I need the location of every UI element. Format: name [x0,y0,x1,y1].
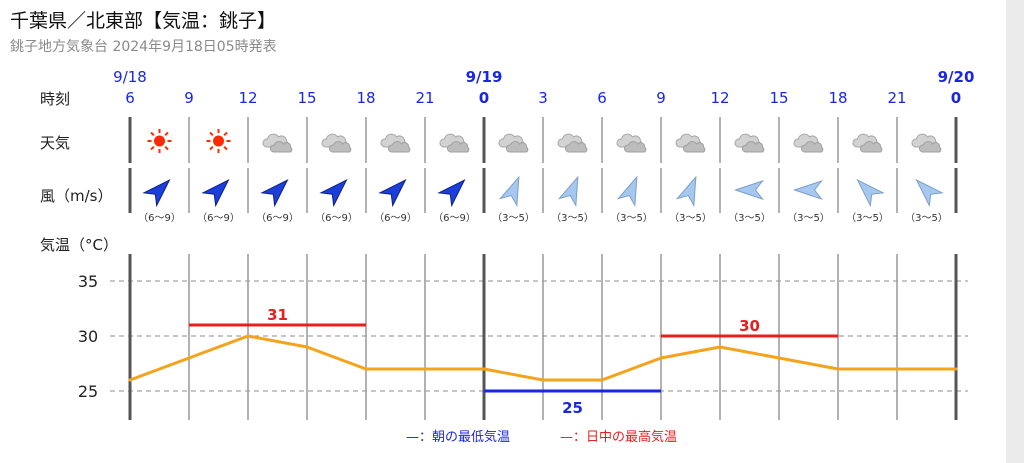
temperature-row-label: 気温（°C） [40,236,118,254]
wind-arrow [201,178,230,208]
hour-label: 9 [656,89,666,107]
date-label: 9/18 [113,68,147,86]
temperature-point [718,345,722,349]
cloudy-icon [439,133,470,153]
temperature-point [305,345,309,349]
date-label: 9/20 [938,68,975,86]
cloudy-icon [380,133,411,153]
hour-label: 15 [297,89,316,107]
hour-label: 21 [415,89,434,107]
wind-speed-label: （3〜5） [610,212,653,224]
cloudy-icon [852,133,883,153]
cloudy-icon [734,133,765,153]
cloudy-icon [498,133,529,153]
wind-speed-label: （6〜9） [138,212,181,224]
temperature-point [541,378,545,382]
wind-arrow [498,175,520,208]
hour-label: 21 [887,89,906,107]
legend-high: —：日中の最高気温 [560,430,678,445]
temperature-point [777,356,781,360]
wind-arrow [856,178,885,208]
temperature-point [364,367,368,371]
temperature-point [187,356,191,360]
wind-speed-label: （3〜5） [492,212,535,224]
hour-label: 3 [538,89,548,107]
wind-arrow [142,178,171,208]
wind-speed-label: （3〜5） [728,212,771,224]
wind-speed-label: （3〜5） [905,212,948,224]
page-subtitle: 銚子地方気象台 2024年9月18日05時発表 [10,39,277,55]
y-tick-label: 30 [78,327,98,346]
hour-label: 6 [125,89,135,107]
wind-arrow [792,180,823,200]
wind-speed-label: （6〜9） [315,212,358,224]
wind-speed-label: （6〜9） [433,212,476,224]
page-title: 千葉県／北東部【気温：銚子】 [10,10,277,32]
wind-speed-label: （6〜9） [197,212,240,224]
time-row-label: 時刻 [40,90,71,108]
temperature-point [954,367,958,371]
wind-speed-label: （3〜5） [787,212,830,224]
wind-arrow [675,175,697,208]
wind-arrow [733,180,764,200]
wind-arrow [915,178,944,208]
wind-speed-label: （3〜5） [846,212,889,224]
cloudy-icon [911,133,942,153]
wind-arrow [378,178,407,208]
wind-arrow [319,178,348,208]
wind-row-label: 風（m/s） [40,187,113,205]
temperature-point [423,367,427,371]
temperature-point [895,367,899,371]
wind-speed-label: （3〜5） [551,212,594,224]
hour-label: 18 [828,89,847,107]
wind-arrow [616,175,638,208]
weather-row-label: 天気 [40,134,71,152]
hour-label: 6 [597,89,607,107]
hour-label: 15 [769,89,788,107]
temperature-point [246,334,250,338]
max-temp-label: 30 [739,317,760,335]
cloudy-icon [616,133,647,153]
hour-label: 18 [356,89,375,107]
wind-arrow [260,178,289,208]
cloudy-icon [675,133,706,153]
temperature-point [128,378,132,382]
sunny-icon [147,129,172,153]
temperature-point [600,378,604,382]
hour-label: 0 [479,89,489,107]
cloudy-icon [557,133,588,153]
min-temp-label: 25 [562,399,583,417]
hour-label: 12 [710,89,729,107]
y-tick-label: 25 [78,382,98,401]
cloudy-icon [262,133,293,153]
legend-low: —：朝の最低気温 [406,430,511,445]
temperature-point [836,367,840,371]
date-label: 9/19 [466,68,503,86]
temperature-point [659,356,663,360]
wind-arrow [437,178,466,208]
wind-speed-label: （6〜9） [256,212,299,224]
wind-arrow [557,175,579,208]
y-tick-label: 35 [78,272,98,291]
hour-label: 0 [951,89,961,107]
hour-label: 12 [238,89,257,107]
max-temp-label: 31 [267,306,288,324]
sunny-icon [206,129,231,153]
wind-speed-label: （3〜5） [669,212,712,224]
wind-speed-label: （6〜9） [374,212,417,224]
hour-label: 9 [184,89,194,107]
cloudy-icon [321,133,352,153]
cloudy-icon [793,133,824,153]
temperature-point [482,367,486,371]
